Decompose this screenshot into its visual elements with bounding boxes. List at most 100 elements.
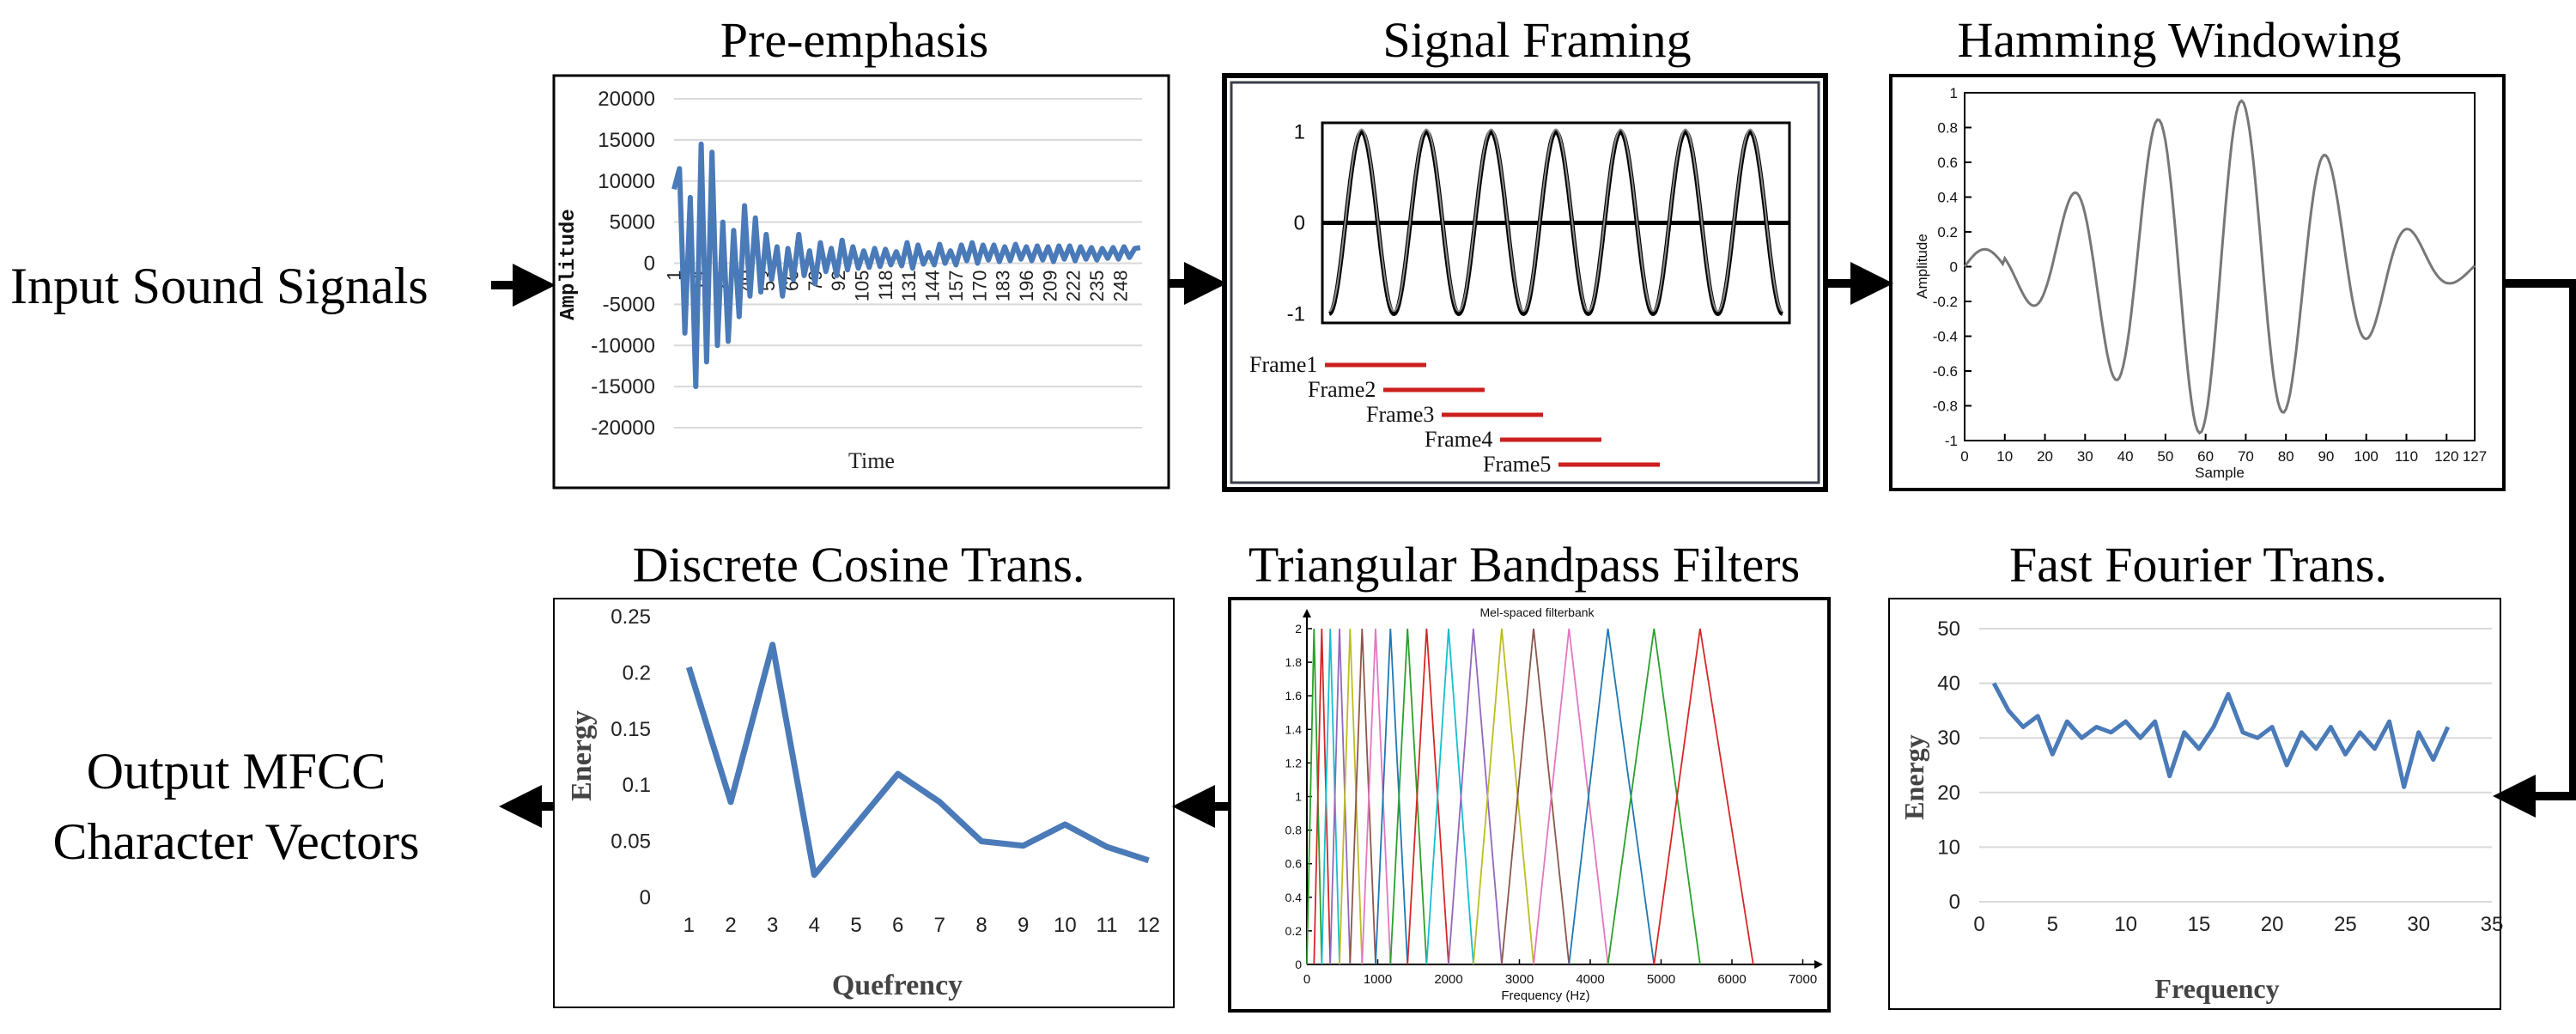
x-axis-label: Time (848, 448, 895, 473)
windowed-wave (1963, 99, 2476, 435)
filter-triangle (1389, 628, 1428, 965)
chart-fft: 0 10 20 30 40 50 0 5 10 15 20 25 30 35 Frequency Energy (1899, 617, 2503, 1004)
x-tick-label: 30 (2077, 448, 2093, 465)
filter-triangle (1313, 628, 1332, 965)
y-tick-label: 0 (1295, 958, 1302, 971)
x-tick-label: 8 (975, 914, 987, 937)
y-tick-label: 0 (1294, 212, 1305, 235)
chart-filterbank: Mel-spaced filterbank 0 0.2 0.4 0.6 0.8 1 1.2 1.… (1285, 605, 1823, 1003)
frame-label: Frame5 (1483, 452, 1551, 477)
x-tick-label: 118 (875, 271, 896, 301)
title-pre-emphasis: Pre-emphasis (720, 12, 989, 68)
y-tick-label: 0.8 (1937, 120, 1958, 137)
input-label: Input Sound Signals (10, 258, 428, 314)
y-tick-label: -1 (1945, 433, 1958, 449)
filter-triangle (1349, 628, 1376, 965)
x-tick-label: 127 (2463, 448, 2487, 465)
y-tick-label: 0.4 (1285, 891, 1303, 904)
y-tick-label: -0.6 (1933, 363, 1958, 380)
x-tick-label: 170 (969, 271, 990, 302)
x-tick-label: 6000 (1717, 972, 1746, 987)
x-tick-label: 90 (2318, 448, 2334, 465)
x-tick-label: 5000 (1647, 972, 1675, 987)
series-line (1991, 682, 2451, 789)
output-label-line1: Output MFCC (87, 743, 386, 800)
x-tick-label: 196 (1016, 271, 1037, 302)
x-tick-label: 35 (2481, 913, 2504, 936)
x-tick-label: 0 (1973, 913, 1984, 936)
y-tick-label: 0.25 (611, 605, 651, 629)
y-tick-label: 0 (1949, 891, 1960, 914)
x-tick-label: 5 (850, 914, 861, 937)
y-tick-label: 0.05 (611, 830, 651, 854)
x-tick-label: 1000 (1364, 972, 1392, 987)
y-tick-label: -1 (1287, 302, 1305, 325)
x-tick-label: 80 (2278, 448, 2294, 465)
filter-triangle (1607, 628, 1701, 965)
filter-triangle (1339, 628, 1364, 965)
x-tick-label: 10 (1996, 448, 2013, 465)
y-tick-label: 50 (1937, 617, 1960, 641)
x-tick-label: 60 (2197, 448, 2214, 465)
x-tick-label: 183 (993, 271, 1014, 302)
x-tick-label: 3000 (1505, 972, 1534, 987)
y-tick-label: 0.2 (1937, 224, 1958, 240)
x-tick-label: 6 (892, 914, 903, 937)
y-tick-label: 10000 (598, 170, 655, 193)
x-tick-label: 40 (2117, 448, 2134, 465)
x-tick-label: 3 (767, 914, 778, 937)
x-tick-label: 50 (2157, 448, 2173, 465)
x-axis-label: Quefrency (832, 970, 963, 1001)
y-tick-label: 0 (640, 886, 651, 909)
x-tick-label: 2000 (1434, 972, 1462, 987)
x-tick-label: 157 (945, 271, 967, 302)
title-signal-framing: Signal Framing (1382, 12, 1691, 68)
x-axis-label: Frequency (2154, 973, 2279, 1004)
x-tick-label: 1 (683, 914, 695, 937)
filter-triangle (1473, 628, 1534, 965)
x-tick-label: 20 (2037, 448, 2053, 465)
y-axis-label: Amplitude (557, 209, 580, 320)
x-tick-label: 2 (725, 914, 736, 937)
x-tick-label: 120 (2434, 448, 2458, 465)
series-line (671, 141, 1141, 390)
x-tick-label: 10 (2114, 913, 2137, 936)
x-tick-label: 131 (898, 271, 920, 302)
filter-triangle (1321, 628, 1340, 965)
frame-label: Frame3 (1366, 402, 1434, 427)
y-tick-label: 0 (1950, 259, 1958, 276)
chart-hamming: 10.80.60.40.20-0.2-0.4-0.6-0.8-10 10 20 30 4… (1914, 85, 2487, 481)
y-tick-label: 0.4 (1937, 190, 1958, 206)
frame-label: Frame4 (1425, 427, 1492, 452)
x-tick-label: 15 (2188, 913, 2211, 936)
x-tick-label: 0 (1303, 972, 1310, 987)
y-tick-label: 30 (1937, 727, 1960, 750)
x-tick-label: 1 (664, 271, 685, 281)
x-tick-label: 7000 (1789, 972, 1817, 987)
y-tick-label: 1.4 (1285, 722, 1303, 736)
frame-label: Frame2 (1308, 377, 1376, 402)
y-tick-label: -10000 (591, 334, 655, 357)
chart-title: Mel-spaced filterbank (1479, 605, 1595, 619)
y-tick-label: 20000 (598, 88, 655, 111)
x-tick-label: 11 (1097, 914, 1118, 937)
y-tick-label: 0.2 (623, 661, 651, 684)
y-tick-label: -5000 (603, 293, 655, 316)
y-tick-label: 1 (1950, 85, 1958, 101)
panel-filters (1228, 597, 1831, 1013)
x-axis-label: Frequency (Hz) (1501, 988, 1589, 1003)
y-axis-label: Energy (1899, 734, 1929, 820)
x-tick-label: 12 (1137, 914, 1160, 937)
x-tick-label: 144 (922, 271, 944, 302)
x-tick-label: 25 (2334, 913, 2357, 936)
y-tick-label: 15000 (598, 129, 655, 152)
filter-triangle (1533, 628, 1609, 965)
y-tick-label: 0.1 (623, 774, 651, 797)
filter-triangle (1653, 628, 1754, 965)
y-tick-label: -0.4 (1933, 329, 1958, 345)
y-tick-label: 1 (1295, 790, 1302, 804)
filter-triangle (1425, 628, 1474, 965)
sine-wave-shadow (1328, 128, 1783, 313)
panel-fft (1888, 598, 2501, 1010)
